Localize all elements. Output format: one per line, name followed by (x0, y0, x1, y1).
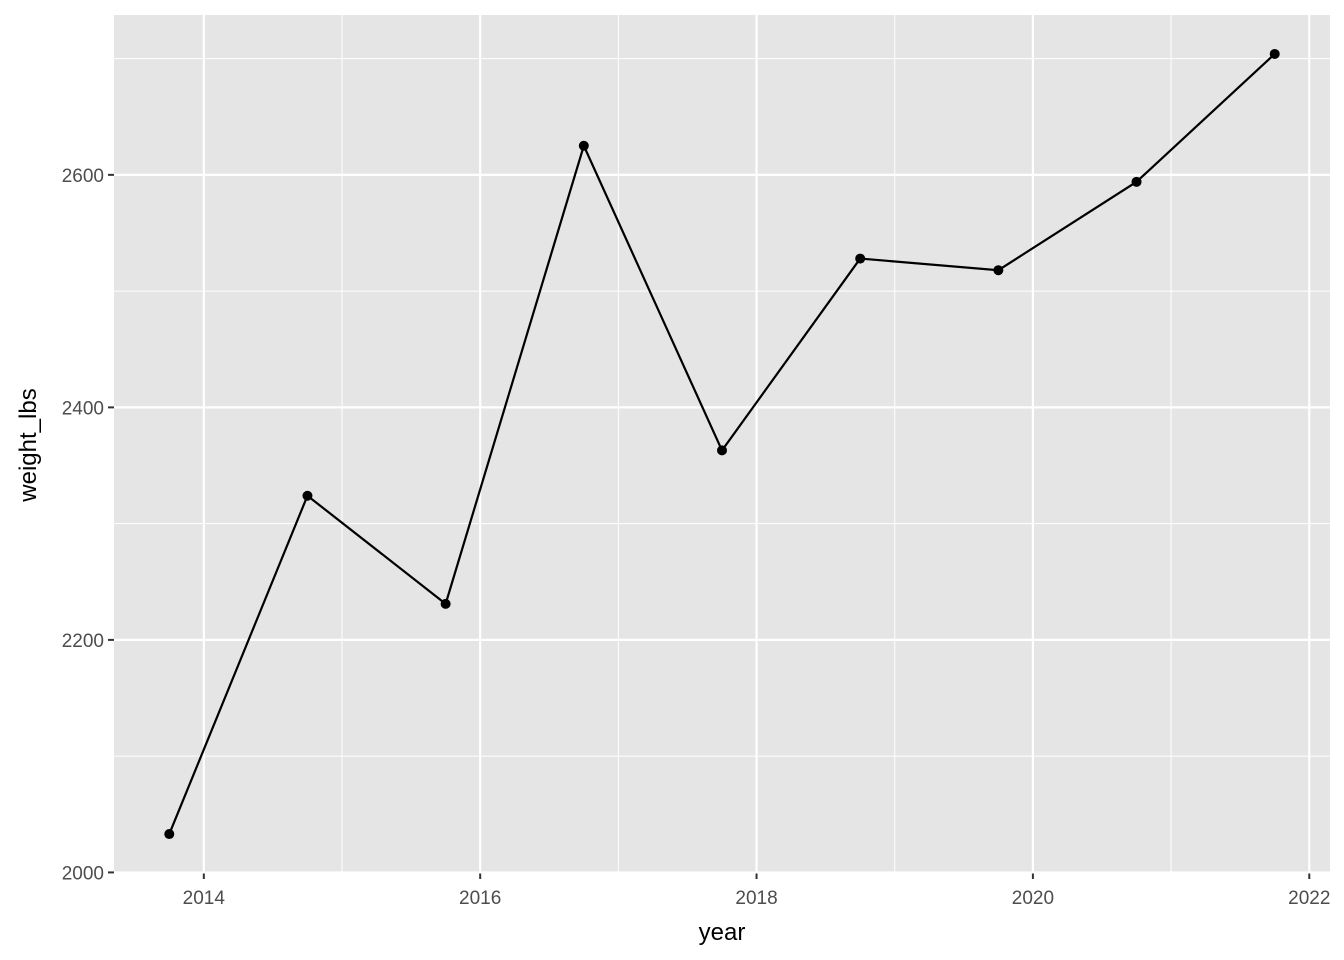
y-tick-label: 2600 (62, 166, 104, 187)
x-tick-label: 2018 (735, 888, 777, 909)
point (164, 829, 175, 840)
point (578, 140, 589, 151)
x-tick-label: 2022 (1288, 888, 1330, 909)
y-tick-label: 2200 (62, 631, 104, 652)
point (1131, 176, 1142, 187)
x-tick-label: 2014 (183, 888, 226, 909)
point (855, 253, 866, 264)
point (717, 445, 727, 456)
point (440, 598, 451, 609)
point (1269, 48, 1280, 59)
x-axis-title: year (699, 919, 746, 946)
point (993, 265, 1004, 276)
x-tick-label: 2016 (459, 888, 501, 909)
panel (114, 15, 1330, 873)
x-tick-label: 2020 (1012, 888, 1054, 909)
y-tick-label: 2000 (62, 863, 104, 884)
y-tick-label: 2400 (62, 398, 104, 419)
point (302, 490, 313, 501)
y-axis-title: weight_lbs (15, 388, 42, 502)
